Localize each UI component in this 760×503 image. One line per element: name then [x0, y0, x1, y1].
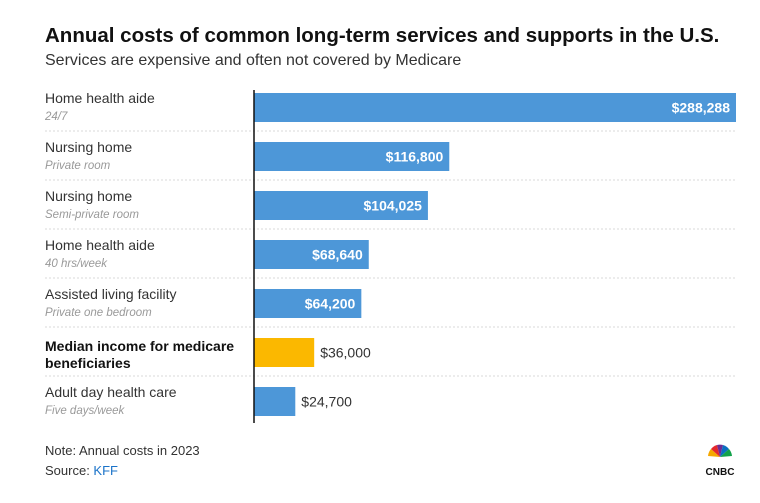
source-line: Source: KFF [45, 463, 118, 478]
category-label: Home health aide [45, 237, 155, 253]
category-sublabel: Five days/week [45, 405, 126, 417]
data-label: $64,200 [305, 296, 356, 312]
category-label: beneficiaries [45, 355, 131, 371]
data-label: $36,000 [320, 345, 371, 361]
bar [254, 93, 736, 122]
bar [254, 191, 428, 220]
chart-subtitle: Services are expensive and often not cov… [45, 52, 462, 69]
data-label: $24,700 [301, 394, 352, 410]
source-prefix: Source: [45, 463, 94, 478]
category-sublabel: Semi-private room [45, 209, 139, 221]
category-label: Nursing home [45, 188, 132, 204]
category-label: Assisted living facility [45, 286, 177, 302]
footnote: Note: Annual costs in 2023 [45, 443, 200, 458]
category-sublabel: Private one bedroom [45, 307, 152, 319]
chart-title: Annual costs of common long-term service… [45, 24, 720, 47]
category-label: Nursing home [45, 139, 132, 155]
category-sublabel: Private room [45, 160, 111, 172]
data-label: $104,025 [364, 198, 423, 214]
category-label: Adult day health care [45, 384, 177, 400]
data-label: $288,288 [672, 100, 731, 116]
bar [254, 338, 315, 367]
source-link[interactable]: KFF [93, 463, 118, 478]
cnbc-logo: CNBC [706, 444, 735, 478]
category-label: Median income for medicare [45, 338, 234, 354]
bar [254, 240, 369, 269]
peacock-icon [708, 444, 732, 457]
bar [254, 289, 362, 318]
data-label: $116,800 [386, 149, 444, 165]
data-label: $68,640 [312, 247, 363, 263]
bar [254, 387, 296, 416]
bar [254, 142, 450, 171]
category-sublabel: 24/7 [44, 111, 68, 123]
logo-text: CNBC [706, 467, 735, 478]
category-label: Home health aide [45, 90, 155, 106]
category-sublabel: 40 hrs/week [45, 258, 108, 270]
